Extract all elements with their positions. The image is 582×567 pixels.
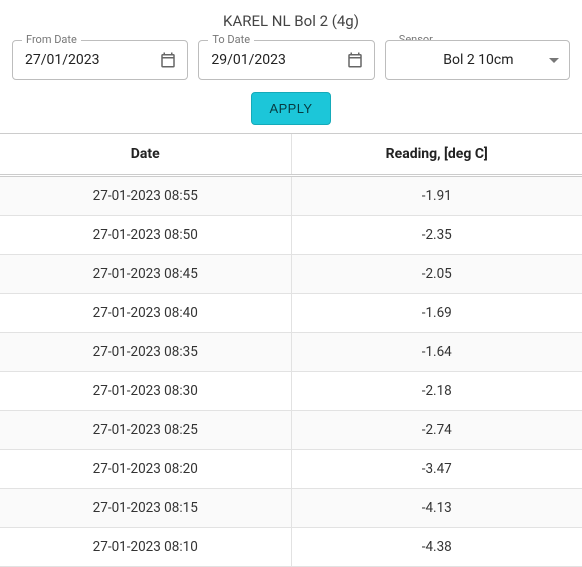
to-date-input[interactable]: 29/01/2023: [198, 40, 374, 80]
column-header-reading: Reading, [deg C]: [291, 134, 582, 176]
page-title: KAREL NL Bol 2 (4g): [12, 12, 570, 30]
table-row: 27-01-2023 08:35-1.64: [0, 333, 582, 372]
to-date-label: To Date: [208, 33, 254, 46]
to-date-value: 29/01/2023: [211, 52, 286, 68]
readings-table: Date Reading, [deg C] 27-01-2023 08:55-1…: [0, 133, 582, 567]
sensor-field: Sensor Bol 2 10cm: [385, 40, 570, 80]
cell-date: 27-01-2023 08:50: [0, 216, 291, 255]
cell-reading: -1.64: [291, 333, 582, 372]
cell-reading: -2.18: [291, 372, 582, 411]
table-row: 27-01-2023 08:30-2.18: [0, 372, 582, 411]
cell-reading: -4.38: [291, 528, 582, 567]
table-row: 27-01-2023 08:40-1.69: [0, 294, 582, 333]
from-date-input[interactable]: 27/01/2023: [12, 40, 188, 80]
cell-date: 27-01-2023 08:45: [0, 255, 291, 294]
sensor-value: Bol 2 10cm: [398, 52, 559, 68]
table-row: 27-01-2023 08:50-2.35: [0, 216, 582, 255]
cell-reading: -2.35: [291, 216, 582, 255]
cell-date: 27-01-2023 08:30: [0, 372, 291, 411]
apply-button[interactable]: APPLY: [251, 92, 332, 125]
calendar-icon[interactable]: [346, 51, 364, 69]
cell-reading: -2.74: [291, 411, 582, 450]
from-date-value: 27/01/2023: [25, 52, 100, 68]
cell-date: 27-01-2023 08:35: [0, 333, 291, 372]
from-date-label: From Date: [22, 33, 81, 46]
table-row: 27-01-2023 08:55-1.91: [0, 176, 582, 216]
cell-date: 27-01-2023 08:40: [0, 294, 291, 333]
cell-reading: -1.91: [291, 176, 582, 216]
calendar-icon[interactable]: [159, 51, 177, 69]
chevron-down-icon: [549, 58, 559, 63]
from-date-field: From Date 27/01/2023: [12, 40, 188, 80]
cell-reading: -3.47: [291, 450, 582, 489]
column-header-date: Date: [0, 134, 291, 176]
filter-bar: From Date 27/01/2023 To Date 29/01/2023 …: [12, 40, 570, 80]
cell-date: 27-01-2023 08:25: [0, 411, 291, 450]
cell-date: 27-01-2023 08:55: [0, 176, 291, 216]
table-row: 27-01-2023 08:20-3.47: [0, 450, 582, 489]
to-date-field: To Date 29/01/2023: [198, 40, 374, 80]
sensor-select[interactable]: Bol 2 10cm: [385, 40, 570, 80]
cell-reading: -1.69: [291, 294, 582, 333]
cell-date: 27-01-2023 08:20: [0, 450, 291, 489]
cell-reading: -2.05: [291, 255, 582, 294]
cell-date: 27-01-2023 08:10: [0, 528, 291, 567]
table-row: 27-01-2023 08:10-4.38: [0, 528, 582, 567]
table-row: 27-01-2023 08:45-2.05: [0, 255, 582, 294]
table-row: 27-01-2023 08:25-2.74: [0, 411, 582, 450]
